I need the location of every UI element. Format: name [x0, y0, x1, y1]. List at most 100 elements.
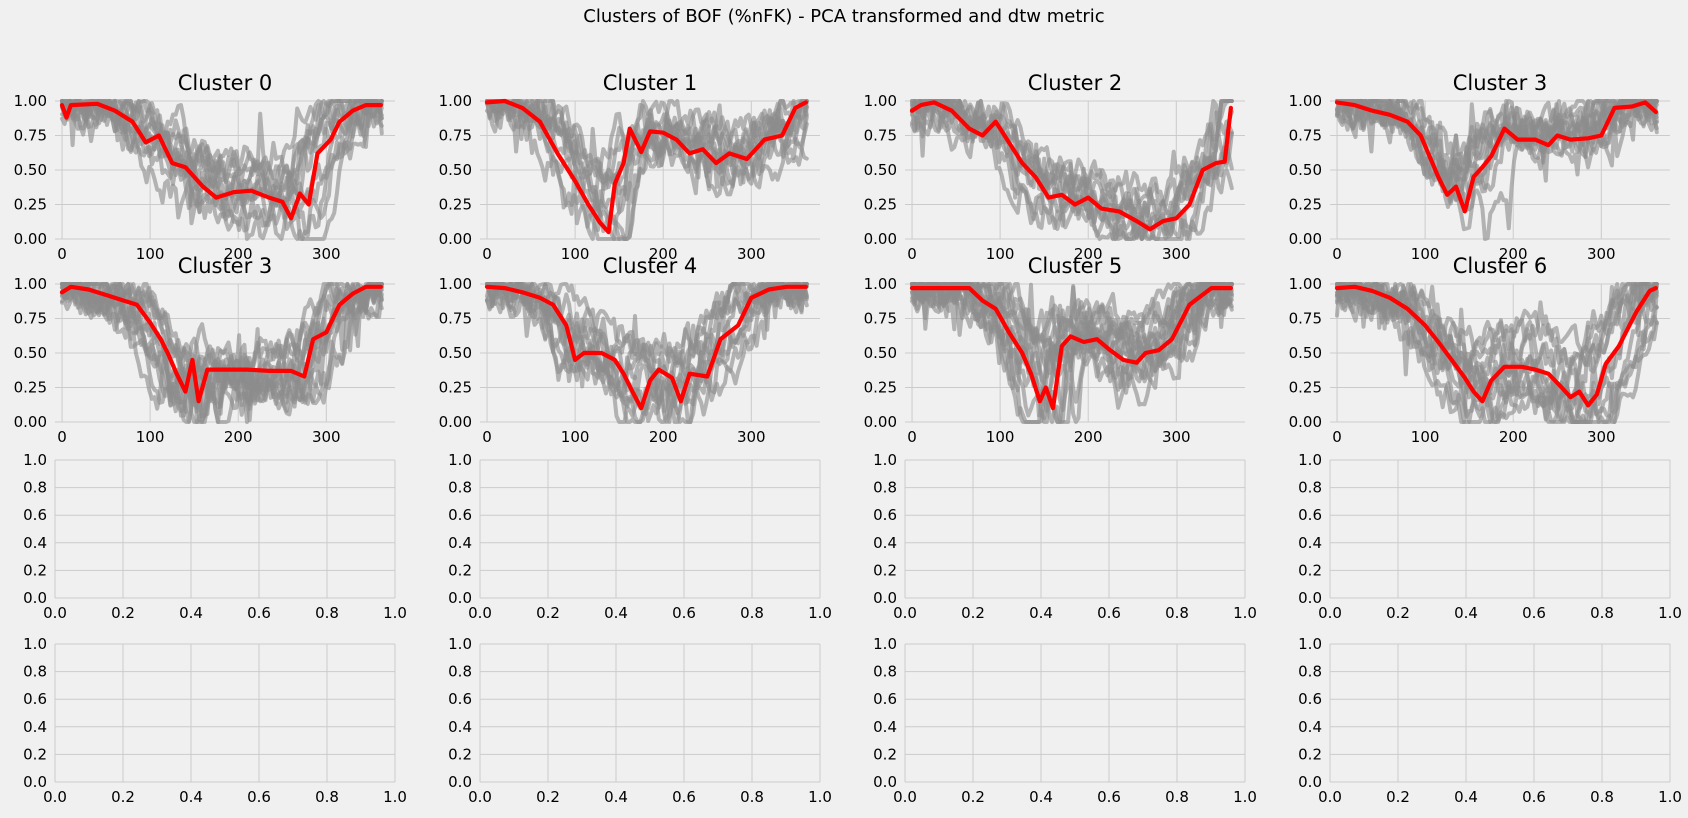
subplot-title: Cluster 3 [1453, 71, 1548, 95]
subplot-title: Cluster 4 [603, 254, 698, 278]
subplot-8: 0.0 0.2 0.4 0.6 0.8 1.0 0.0 0.2 0.4 0.6 0.8 1.0 [23, 451, 407, 622]
y-tick-label: 0.0 [23, 589, 47, 607]
x-tick-label: 1.0 [383, 788, 407, 806]
x-tick-label: 0.8 [1590, 788, 1614, 806]
y-tick-label: 0.00 [439, 413, 472, 431]
x-tick-label: 0.0 [468, 604, 492, 622]
y-tick-label: 0.25 [1289, 196, 1322, 214]
x-tick-label: 0.6 [1522, 788, 1546, 806]
x-tick-label: 0.2 [961, 604, 985, 622]
y-tick-label: 0.75 [14, 127, 47, 145]
y-tick-label: 0.6 [448, 506, 472, 524]
y-tick-label: 0.8 [448, 479, 472, 497]
member-series-line [60, 282, 384, 424]
y-tick-label: 0.75 [1289, 310, 1322, 328]
y-tick-label: 0.50 [14, 344, 47, 362]
subplot-13: 0.0 0.2 0.4 0.6 0.8 1.0 0.0 0.2 0.4 0.6 0.8 1.0 [448, 635, 832, 806]
member-series-line [60, 282, 384, 424]
x-tick-label: 0.4 [1029, 788, 1053, 806]
y-tick-label: 0.8 [873, 663, 897, 681]
subplot-title: Cluster 5 [1028, 254, 1123, 278]
subplot-14: 0.0 0.2 0.4 0.6 0.8 1.0 0.0 0.2 0.4 0.6 0.8 1.0 [873, 635, 1257, 806]
x-tick-label: 200 [1074, 245, 1103, 263]
y-tick-label: 0.2 [873, 561, 897, 579]
x-tick-label: 300 [1587, 428, 1616, 446]
y-tick-label: 0.00 [439, 230, 472, 248]
x-tick-label: 1.0 [1658, 788, 1682, 806]
x-tick-label: 0.6 [247, 604, 271, 622]
x-tick-label: 300 [737, 245, 766, 263]
y-tick-label: 0.0 [1298, 773, 1322, 791]
y-tick-label: 0.75 [1289, 127, 1322, 145]
centroid-line [484, 98, 808, 235]
y-tick-label: 0.2 [23, 745, 47, 763]
x-tick-label: 0.0 [893, 604, 917, 622]
y-tick-label: 0.75 [439, 127, 472, 145]
x-tick-label: 0 [57, 428, 67, 446]
y-tick-label: 0.8 [1298, 479, 1322, 497]
x-tick-label: 0 [907, 428, 917, 446]
y-tick-label: 0.4 [23, 534, 47, 552]
y-tick-label: 0.75 [864, 310, 897, 328]
x-tick-label: 0.0 [43, 604, 67, 622]
x-tick-label: 0.4 [1454, 788, 1478, 806]
y-tick-label: 0.8 [1298, 663, 1322, 681]
x-tick-label: 300 [312, 428, 341, 446]
x-tick-label: 100 [986, 428, 1015, 446]
centroid-line [59, 101, 383, 221]
subplot-6: 0 100 200 300 0.00 0.25 0.50 0.75 1.00 Cluster 5 [864, 254, 1245, 446]
x-tick-label: 0.0 [893, 788, 917, 806]
y-tick-label: 0.50 [439, 161, 472, 179]
y-tick-label: 1.00 [14, 92, 47, 110]
x-tick-label: 0.4 [1454, 604, 1478, 622]
x-tick-label: 0.4 [179, 788, 203, 806]
subplot-15: 0.0 0.2 0.4 0.6 0.8 1.0 0.0 0.2 0.4 0.6 0.8 1.0 [1298, 635, 1682, 806]
y-tick-label: 0.50 [864, 344, 897, 362]
x-tick-label: 0 [907, 245, 917, 263]
x-tick-label: 200 [649, 245, 678, 263]
x-tick-label: 0.2 [536, 604, 560, 622]
x-tick-label: 0 [1332, 428, 1342, 446]
y-tick-label: 0.50 [1289, 344, 1322, 362]
subplot-10: 0.0 0.2 0.4 0.6 0.8 1.0 0.0 0.2 0.4 0.6 0.8 1.0 [873, 451, 1257, 622]
x-tick-label: 0.0 [43, 788, 67, 806]
subplot-title: Cluster 3 [178, 254, 273, 278]
member-series-line [60, 99, 384, 236]
y-tick-label: 0.6 [873, 506, 897, 524]
y-tick-label: 1.0 [873, 451, 897, 469]
x-tick-label: 0.8 [1165, 788, 1189, 806]
centroid-line [1334, 100, 1658, 214]
y-tick-label: 0.00 [864, 413, 897, 431]
y-tick-label: 0.4 [1298, 718, 1322, 736]
y-tick-label: 0.2 [448, 745, 472, 763]
x-tick-label: 100 [561, 245, 590, 263]
member-series-line [910, 99, 1234, 239]
y-tick-label: 0.2 [23, 561, 47, 579]
y-tick-label: 1.0 [1298, 635, 1322, 653]
subplot-title: Cluster 2 [1028, 71, 1123, 95]
y-tick-label: 0.0 [873, 589, 897, 607]
x-tick-label: 1.0 [808, 788, 832, 806]
y-tick-label: 0.4 [873, 534, 897, 552]
subplot-title: Cluster 0 [178, 71, 273, 95]
y-tick-label: 1.00 [864, 275, 897, 293]
y-tick-label: 1.0 [23, 635, 47, 653]
y-tick-label: 0.8 [873, 479, 897, 497]
y-tick-label: 0.0 [448, 773, 472, 791]
y-tick-label: 0.25 [14, 196, 47, 214]
x-tick-label: 0 [1332, 245, 1342, 263]
x-tick-label: 100 [1411, 428, 1440, 446]
x-tick-label: 0.6 [1097, 604, 1121, 622]
x-tick-label: 1.0 [808, 604, 832, 622]
y-tick-label: 0.25 [439, 196, 472, 214]
x-tick-label: 0.6 [672, 788, 696, 806]
x-tick-label: 1.0 [383, 604, 407, 622]
y-tick-label: 0.25 [864, 379, 897, 397]
x-tick-label: 0.4 [179, 604, 203, 622]
y-tick-label: 1.00 [1289, 275, 1322, 293]
y-tick-label: 0.75 [14, 310, 47, 328]
y-tick-label: 0.00 [14, 230, 47, 248]
subplot-1: 0 100 200 300 0.00 0.25 0.50 0.75 1.00 Cluster 1 [439, 71, 820, 263]
